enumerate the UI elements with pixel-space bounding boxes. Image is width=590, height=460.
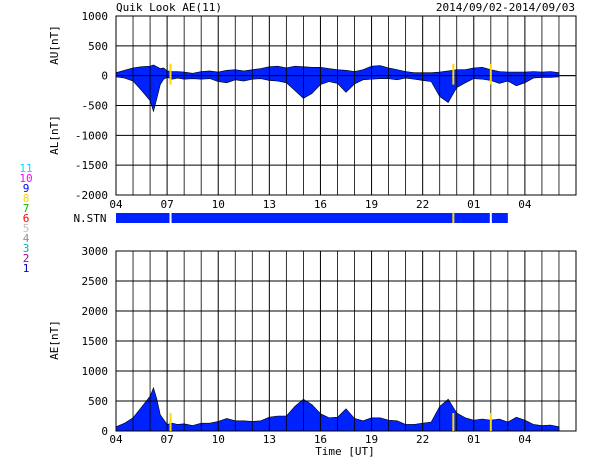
x-tick-label: 10 (212, 198, 225, 211)
x-tick-label: 07 (160, 198, 173, 211)
y-tick-label: -500 (82, 100, 109, 113)
station-count-fill (116, 213, 508, 223)
y-tick-label: 0 (101, 425, 108, 438)
x-tick-label: 22 (416, 433, 429, 446)
x-tick-label: 04 (518, 433, 532, 446)
ae-area (115, 386, 560, 432)
x-tick-label: 01 (467, 433, 480, 446)
legend-count-label: 1 (23, 262, 30, 275)
legend-count-label: 2 (23, 252, 30, 265)
x-tick-label: 13 (263, 198, 276, 211)
legend-count-label: 7 (23, 202, 30, 215)
y-tick-label: 1000 (82, 365, 109, 378)
legend-count-label: 10 (19, 172, 32, 185)
x-axis-label: Time [UT] (315, 445, 375, 458)
station-label: N.STN (73, 212, 106, 225)
y-tick-label: 1000 (82, 10, 109, 23)
x-tick-label: 16 (314, 433, 327, 446)
x-tick-label: 01 (467, 198, 480, 211)
x-tick-label: 22 (416, 198, 429, 211)
station-gap-marker (452, 213, 455, 223)
station-gap-marker (489, 213, 492, 223)
x-tick-label: 10 (212, 433, 225, 446)
x-tick-label: 04 (518, 198, 532, 211)
legend-count-label: 5 (23, 222, 30, 235)
legend-count-label: 8 (23, 192, 30, 205)
legend-count-label: 11 (19, 162, 32, 175)
legend-count-label: 9 (23, 182, 30, 195)
legend-count-label: 6 (23, 212, 30, 225)
y-tick-label: 500 (88, 40, 108, 53)
x-tick-label: 07 (160, 433, 173, 446)
y-tick-label: 1500 (82, 335, 109, 348)
x-tick-label: 19 (365, 198, 378, 211)
chart-title: Quik Look AE(11) (116, 1, 222, 14)
station-count-bar (116, 213, 508, 223)
y-tick-label: 2000 (82, 305, 109, 318)
station-gap-marker (169, 213, 172, 223)
y-tick-label: -2000 (75, 189, 108, 202)
y-tick-label: 500 (88, 395, 108, 408)
au-axis-label: AU[nT] (48, 25, 61, 65)
y-tick-label: 0 (101, 70, 108, 83)
y-tick-label: 3000 (82, 245, 109, 258)
y-tick-label: 2500 (82, 275, 109, 288)
x-tick-label: 16 (314, 198, 327, 211)
y-tick-label: -1500 (75, 159, 108, 172)
ae-axis-label: AE[nT] (48, 320, 61, 360)
al-axis-label: AL[nT] (48, 115, 61, 155)
x-tick-label: 13 (263, 433, 276, 446)
x-tick-label: 04 (109, 433, 123, 446)
x-tick-label: 19 (365, 433, 378, 446)
x-tick-label: 04 (109, 198, 123, 211)
date-range: 2014/09/02-2014/09/03 (436, 1, 575, 14)
y-tick-label: -1000 (75, 129, 108, 142)
legend-count-label: 3 (23, 242, 30, 255)
legend-count-label: 4 (23, 232, 30, 245)
